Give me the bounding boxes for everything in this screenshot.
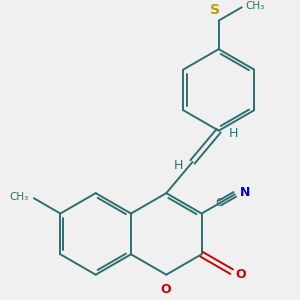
Text: CH₃: CH₃: [10, 192, 29, 203]
Text: H: H: [229, 128, 238, 140]
Text: O: O: [235, 268, 245, 281]
Text: N: N: [240, 186, 250, 199]
Text: CH₃: CH₃: [245, 1, 264, 11]
Text: H: H: [173, 159, 183, 172]
Text: S: S: [211, 3, 220, 17]
Text: C: C: [215, 198, 223, 208]
Text: O: O: [160, 283, 171, 296]
